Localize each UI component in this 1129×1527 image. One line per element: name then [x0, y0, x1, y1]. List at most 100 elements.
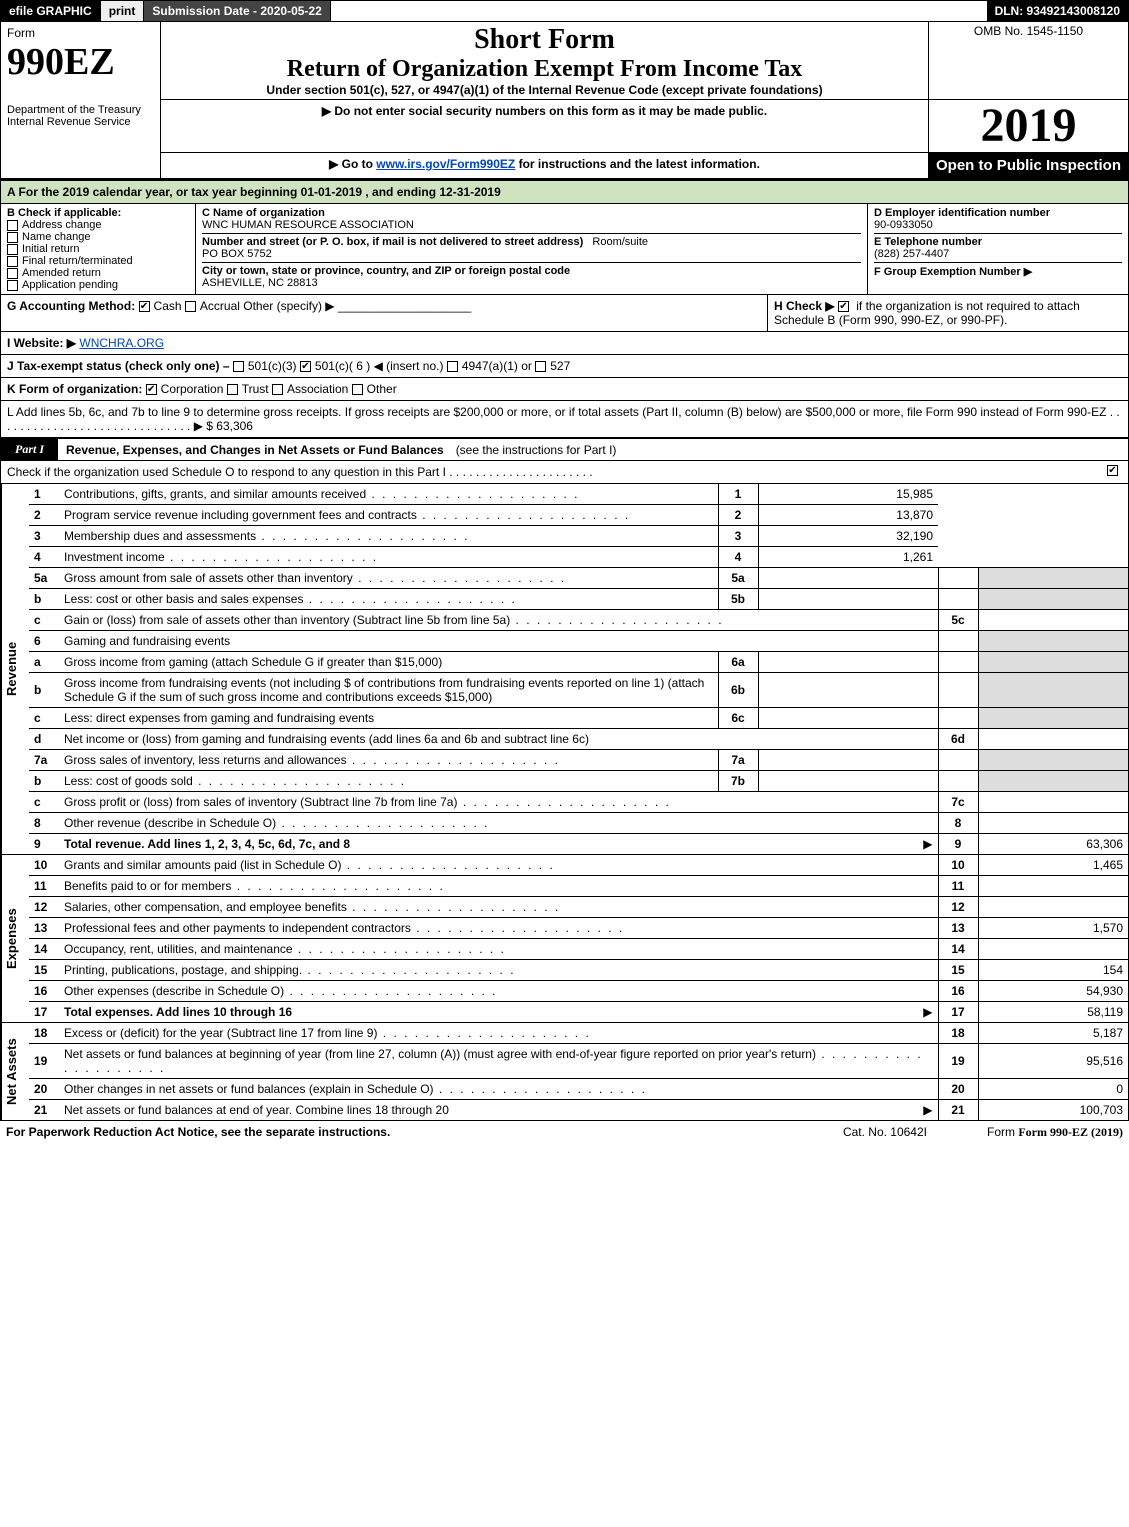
expenses-section: Expenses 10Grants and similar amounts pa… — [0, 855, 1129, 1023]
chk-schedule-o[interactable] — [1107, 465, 1118, 476]
line-10: 10Grants and similar amounts paid (list … — [29, 855, 1128, 876]
netassets-label: Net Assets — [1, 1023, 29, 1120]
section-d-e-f: D Employer identification number 90-0933… — [868, 204, 1128, 294]
goto-pre: ▶ Go to — [329, 157, 376, 171]
line-20: 20Other changes in net assets or fund ba… — [29, 1079, 1128, 1100]
line-7a: 7aGross sales of inventory, less returns… — [29, 750, 1128, 771]
goto-note: ▶ Go to www.irs.gov/Form990EZ for instru… — [161, 153, 928, 179]
l9-desc: Total revenue. Add lines 1, 2, 3, 4, 5c,… — [64, 837, 350, 851]
chk-501c[interactable] — [300, 361, 311, 372]
line-5b: bLess: cost or other basis and sales exp… — [29, 589, 1128, 610]
arrow-icon: ▶ — [923, 1005, 932, 1019]
line-21: 21Net assets or fund balances at end of … — [29, 1100, 1128, 1121]
line-9: 9Total revenue. Add lines 1, 2, 3, 4, 5c… — [29, 834, 1128, 855]
b-label: B Check if applicable: — [7, 207, 121, 219]
print-button[interactable]: print — [101, 1, 145, 21]
return-title: Return of Organization Exempt From Incom… — [163, 56, 926, 83]
chk-4947[interactable] — [447, 361, 458, 372]
line-13: 13Professional fees and other payments t… — [29, 918, 1128, 939]
line-15: 15Printing, publications, postage, and s… — [29, 960, 1128, 981]
page-footer: For Paperwork Reduction Act Notice, see … — [0, 1121, 1129, 1144]
line-6b: bGross income from fundraising events (n… — [29, 673, 1128, 708]
f-group-label: F Group Exemption Number ▶ — [874, 266, 1032, 278]
chk-cash[interactable] — [139, 301, 150, 312]
b-item: Final return/terminated — [22, 255, 133, 267]
under-section: Under section 501(c), 527, or 4947(a)(1)… — [163, 83, 926, 97]
form-header: Form 990EZ Department of the Treasury In… — [0, 22, 1129, 181]
chk-final-return[interactable] — [7, 256, 18, 267]
chk-527[interactable] — [535, 361, 546, 372]
schedule-o-check-text: Check if the organization used Schedule … — [7, 465, 593, 479]
revenue-section: Revenue 1Contributions, gifts, grants, a… — [0, 484, 1129, 855]
title-block: Short Form Return of Organization Exempt… — [161, 22, 928, 100]
b-item: Application pending — [22, 279, 118, 291]
ein: 90-0933050 — [874, 219, 933, 231]
line-8: 8Other revenue (describe in Schedule O)8 — [29, 813, 1128, 834]
part-i-tag: Part I — [1, 439, 58, 460]
dln: DLN: 93492143008120 — [987, 1, 1128, 21]
line-18: 18Excess or (deficit) for the year (Subt… — [29, 1023, 1128, 1044]
section-j: J Tax-exempt status (check only one) – 5… — [0, 355, 1129, 378]
e-tel-label: E Telephone number — [874, 236, 982, 248]
k-other: Other — [367, 382, 397, 396]
chk-amended[interactable] — [7, 268, 18, 279]
revenue-label: Revenue — [1, 484, 29, 854]
section-c: C Name of organization WNC HUMAN RESOURC… — [196, 204, 868, 294]
section-g: G Accounting Method: Cash Accrual Other … — [1, 295, 768, 331]
chk-corp[interactable] — [146, 384, 157, 395]
g-label: G Accounting Method: — [7, 299, 135, 313]
org-name: WNC HUMAN RESOURCE ASSOCIATION — [202, 219, 414, 231]
line-7b: bLess: cost of goods sold7b — [29, 771, 1128, 792]
dept-label: Department of the Treasury — [7, 104, 141, 116]
tax-year: 2019 — [928, 100, 1128, 153]
line-6d: dNet income or (loss) from gaming and fu… — [29, 729, 1128, 750]
line-4: 4Investment income41,261 — [29, 547, 1128, 568]
line-12: 12Salaries, other compensation, and empl… — [29, 897, 1128, 918]
ssn-warning: ▶ Do not enter social security numbers o… — [161, 100, 928, 153]
form-id-block: Form 990EZ Department of the Treasury In… — [1, 22, 161, 179]
open-to-public: Open to Public Inspection — [928, 153, 1128, 179]
paperwork-notice: For Paperwork Reduction Act Notice, see … — [6, 1125, 390, 1140]
chk-initial-return[interactable] — [7, 244, 18, 255]
chk-app-pending[interactable] — [7, 280, 18, 291]
submission-date: Submission Date - 2020-05-22 — [144, 1, 330, 21]
chk-name-change[interactable] — [7, 232, 18, 243]
chk-accrual[interactable] — [185, 301, 196, 312]
part-i-header: Part I Revenue, Expenses, and Changes in… — [0, 438, 1129, 461]
section-h: H Check ▶ if the organization is not req… — [768, 295, 1128, 331]
k-trust: Trust — [242, 382, 269, 396]
efile-label: efile GRAPHIC — [1, 1, 101, 21]
j-c: 4947(a)(1) or — [462, 359, 532, 373]
arrow-icon: ▶ — [923, 1103, 932, 1117]
l17-desc: Total expenses. Add lines 10 through 16 — [64, 1005, 292, 1019]
form-label: Form — [7, 26, 35, 40]
j-d: 527 — [550, 359, 570, 373]
chk-other[interactable] — [352, 384, 363, 395]
k-corp: Corporation — [161, 382, 224, 396]
website-link[interactable]: WNCHRA.ORG — [79, 336, 164, 350]
chk-address-change[interactable] — [7, 220, 18, 231]
cat-no: Cat. No. 10642I — [843, 1125, 927, 1140]
revenue-table: 1Contributions, gifts, grants, and simil… — [29, 484, 1128, 854]
line-11: 11Benefits paid to or for members11 — [29, 876, 1128, 897]
chk-h[interactable] — [838, 301, 849, 312]
part-i-title: Revenue, Expenses, and Changes in Net As… — [58, 440, 452, 460]
b-item: Initial return — [22, 243, 79, 255]
arrow-icon: ▶ — [923, 837, 932, 851]
b-item: Name change — [22, 231, 91, 243]
chk-trust[interactable] — [227, 384, 238, 395]
irs-link[interactable]: www.irs.gov/Form990EZ — [376, 157, 515, 171]
expenses-label: Expenses — [1, 855, 29, 1022]
form-number: 990EZ — [7, 41, 115, 83]
omb-number: OMB No. 1545-1150 — [928, 22, 1128, 100]
b-item: Amended return — [22, 267, 101, 279]
d-ein-label: D Employer identification number — [874, 207, 1050, 219]
chk-assoc[interactable] — [272, 384, 283, 395]
section-i: I Website: ▶ WNCHRA.ORG — [0, 332, 1129, 355]
c-name-label: C Name of organization — [202, 207, 325, 219]
h-pre: H Check ▶ — [774, 299, 838, 313]
k-label: K Form of organization: — [7, 382, 142, 396]
g-accrual: Accrual — [200, 299, 240, 313]
netassets-table: 18Excess or (deficit) for the year (Subt… — [29, 1023, 1128, 1120]
chk-501c3[interactable] — [233, 361, 244, 372]
